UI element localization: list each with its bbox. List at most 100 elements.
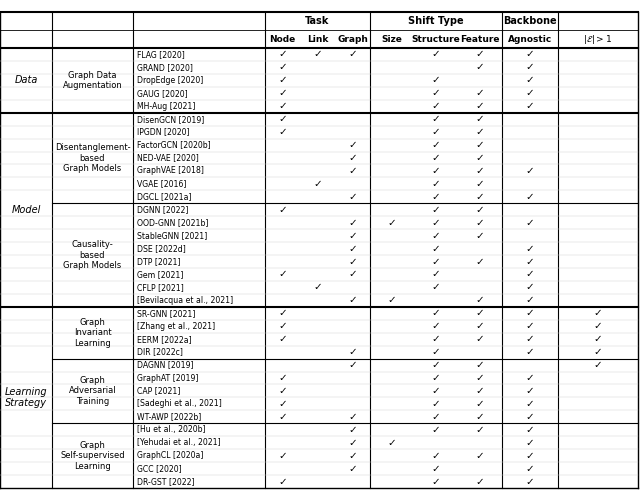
Text: ✓: ✓ [476,373,484,383]
Text: ✓: ✓ [431,127,440,137]
Text: ✓: ✓ [431,153,440,163]
Text: ✓: ✓ [431,334,440,344]
Text: ✓: ✓ [594,360,602,370]
Text: ✓: ✓ [431,192,440,202]
Text: IPGDN [2020]: IPGDN [2020] [137,127,189,137]
Text: Causality-
based
Graph Models: Causality- based Graph Models [63,240,122,270]
Text: Feature: Feature [460,34,500,44]
Text: VGAE [2016]: VGAE [2016] [137,179,186,188]
Text: ✓: ✓ [525,244,534,254]
Text: DR-GST [2022]: DR-GST [2022] [137,477,195,486]
Text: Structure: Structure [412,34,460,44]
Text: GCC [2020]: GCC [2020] [137,464,182,473]
Text: ✓: ✓ [348,347,357,357]
Text: DGNN [2022]: DGNN [2022] [137,205,188,214]
Text: ✓: ✓ [348,295,357,305]
Text: ✓: ✓ [476,166,484,176]
Text: [Hu et al., 2020b]: [Hu et al., 2020b] [137,425,205,434]
Text: ✓: ✓ [348,153,357,163]
Text: ✓: ✓ [278,373,287,383]
Text: GAUG [2020]: GAUG [2020] [137,89,188,98]
Text: ✓: ✓ [278,334,287,344]
Text: Graph: Graph [337,34,368,44]
Text: ✓: ✓ [525,101,534,111]
Text: OOD-GNN [2021b]: OOD-GNN [2021b] [137,218,209,227]
Text: GraphAT [2019]: GraphAT [2019] [137,373,198,383]
Text: ✓: ✓ [348,360,357,370]
Text: ✓: ✓ [431,347,440,357]
Text: GRAND [2020]: GRAND [2020] [137,63,193,72]
Text: ✓: ✓ [278,477,287,487]
Text: ✓: ✓ [525,477,534,487]
Text: ✓: ✓ [348,140,357,150]
Text: ✓: ✓ [431,425,440,435]
Text: ✓: ✓ [476,308,484,318]
Text: DAGNN [2019]: DAGNN [2019] [137,361,193,369]
Text: ✓: ✓ [278,101,287,111]
Text: ✓: ✓ [525,412,534,422]
Text: ✓: ✓ [525,62,534,73]
Text: ✓: ✓ [313,282,322,293]
Text: ✓: ✓ [431,360,440,370]
Text: ✓: ✓ [348,451,357,461]
Text: ✓: ✓ [525,49,534,59]
Text: ✓: ✓ [348,218,357,228]
Text: ✓: ✓ [476,192,484,202]
Text: ✓: ✓ [348,412,357,422]
Text: Graph
Self-supervised
Learning: Graph Self-supervised Learning [60,441,125,470]
Text: Agnostic: Agnostic [508,34,552,44]
Text: ✓: ✓ [431,205,440,215]
Text: ✓: ✓ [525,464,534,474]
Text: ✓: ✓ [476,101,484,111]
Text: ✓: ✓ [278,270,287,279]
Text: Link: Link [307,34,328,44]
Text: ✓: ✓ [431,270,440,279]
Text: ✓: ✓ [525,257,534,267]
Text: ✓: ✓ [348,270,357,279]
Text: Model: Model [12,205,41,215]
Text: ✓: ✓ [431,451,440,461]
Text: ✓: ✓ [431,464,440,474]
Text: ✓: ✓ [431,218,440,228]
Text: DisenGCN [2019]: DisenGCN [2019] [137,115,204,123]
Text: ✓: ✓ [431,114,440,124]
Text: WT-AWP [2022b]: WT-AWP [2022b] [137,412,201,421]
Text: ✓: ✓ [348,438,357,448]
Text: GraphVAE [2018]: GraphVAE [2018] [137,167,204,175]
Text: ✓: ✓ [278,451,287,461]
Text: ✓: ✓ [278,412,287,422]
Text: ✓: ✓ [431,399,440,409]
Text: DropEdge [2020]: DropEdge [2020] [137,76,204,85]
Text: ✓: ✓ [431,373,440,383]
Text: DTP [2021]: DTP [2021] [137,257,180,266]
Text: ✓: ✓ [525,75,534,85]
Text: Learning
Strategy: Learning Strategy [4,387,47,408]
Text: ✓: ✓ [313,179,322,189]
Text: GraphCL [2020a]: GraphCL [2020a] [137,451,204,460]
Text: NED-VAE [2020]: NED-VAE [2020] [137,153,199,163]
Text: ✓: ✓ [476,140,484,150]
Text: [Zhang et al., 2021]: [Zhang et al., 2021] [137,322,215,331]
Text: Graph Data
Augmentation: Graph Data Augmentation [63,71,122,90]
Text: ✓: ✓ [525,438,534,448]
Text: Disentanglement-
based
Graph Models: Disentanglement- based Graph Models [54,143,131,173]
Text: ✓: ✓ [525,386,534,396]
Text: ✓: ✓ [476,425,484,435]
Text: ✓: ✓ [525,282,534,293]
Text: ✓: ✓ [525,347,534,357]
Text: ✓: ✓ [388,218,396,228]
Text: ✓: ✓ [431,88,440,98]
Text: ✓: ✓ [348,231,357,241]
Text: ✓: ✓ [525,451,534,461]
Text: [Yehudai et al., 2021]: [Yehudai et al., 2021] [137,438,221,447]
Text: ✓: ✓ [348,464,357,474]
Text: ✓: ✓ [525,270,534,279]
Text: ✓: ✓ [476,231,484,241]
Text: ✓: ✓ [594,334,602,344]
Text: ✓: ✓ [431,49,440,59]
Text: ✓: ✓ [525,373,534,383]
Text: ✓: ✓ [431,101,440,111]
Text: ✓: ✓ [431,308,440,318]
Text: $|\mathcal{E}|>1$: $|\mathcal{E}|>1$ [584,32,612,46]
Text: ✓: ✓ [476,179,484,189]
